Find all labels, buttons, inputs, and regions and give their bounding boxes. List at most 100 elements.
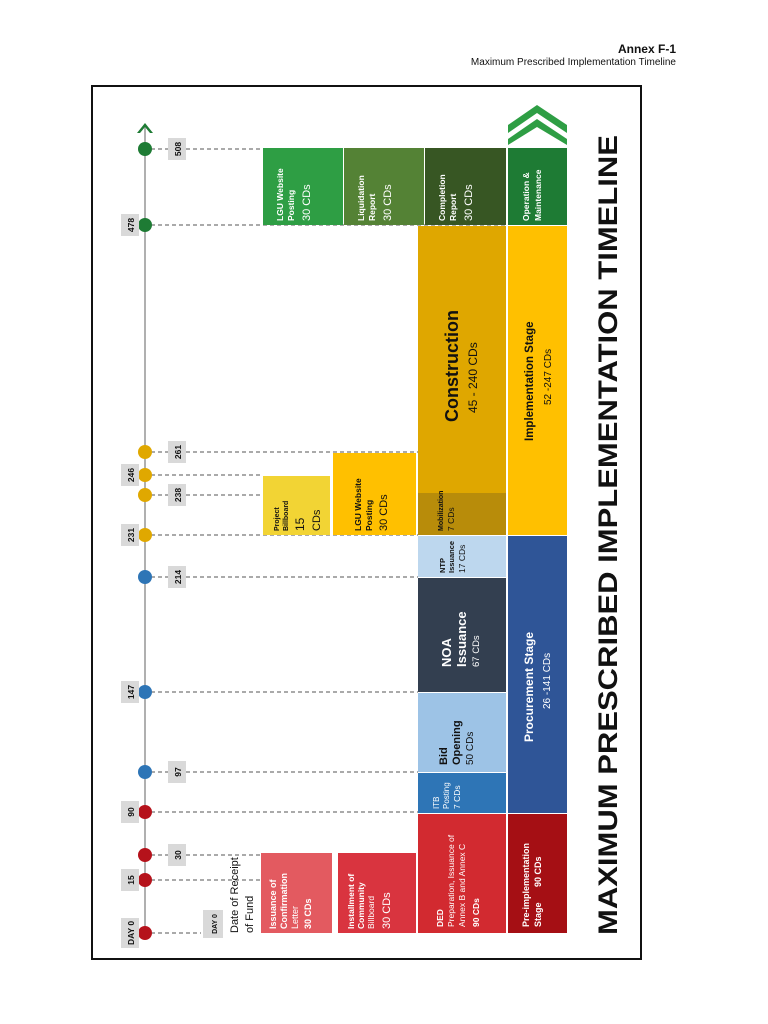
om-l2: Maintenance (533, 169, 543, 221)
construction-l1: Construction (442, 310, 462, 422)
itb-l3: 7 CDs (452, 785, 462, 809)
day-marker-label: 30 (173, 850, 183, 860)
date-receipt-line1: Date of Receipt (229, 857, 241, 933)
mobilization-l2: 7 CDs (446, 507, 456, 531)
day-marker-box (121, 801, 139, 823)
ded-l2: Preparation, Issuance of (446, 834, 456, 927)
implementation-l1: Implementation Stage (524, 322, 536, 442)
issuance-conf-l4: 30 CDs (303, 898, 313, 929)
block-noa-issuance (418, 578, 506, 692)
bid-l1: Bid (438, 747, 450, 765)
block-construction (418, 226, 506, 535)
day-marker-dot (138, 488, 152, 502)
lgu-posting2-l1: LGU Website (275, 168, 285, 221)
installment-l1: Installment of (346, 874, 356, 929)
itb-l2: Posting (442, 782, 451, 809)
installment-l3: Billboard (366, 896, 376, 929)
day-marker-label: 478 (126, 218, 136, 232)
lgu-posting2-l2: Posting (286, 190, 296, 221)
procurement-l2: 26 -141 CDs (542, 653, 553, 709)
day-marker-box (121, 214, 139, 236)
project-billboard-l3: 15 (293, 517, 307, 531)
ntp-l2: Issuance (447, 541, 456, 573)
timeline-diagram: DAY 0 15 30 90 97 147 214 231 238 246 261 478 508 DA… (121, 105, 623, 948)
day-marker-label: 15 (126, 875, 136, 885)
block-installment-billboard (338, 853, 416, 933)
itb-l1: ITB (432, 797, 441, 809)
noa-l2: Issuance (454, 611, 469, 667)
day0-box (203, 910, 223, 938)
annex-label: Annex F-1 (617, 42, 676, 56)
block-ntp-issuance (418, 536, 506, 577)
day-marker-dot (138, 528, 152, 542)
lgu-posting-l1: LGU Website (353, 478, 363, 531)
block-lgu-website-posting (333, 453, 416, 535)
timeline-frame: DAY 0 15 30 90 97 147 214 231 238 246 261 478 508 DA… (91, 85, 642, 960)
day-marker-dot (138, 765, 152, 779)
ded-l4: 90 CDs (471, 898, 481, 927)
issuance-conf-l2: Confirmation (279, 873, 289, 929)
bid-l2: Opening (451, 720, 463, 765)
installment-l4: 30 CDs (381, 892, 393, 929)
day-marker-box (168, 761, 186, 783)
day-marker-dot (138, 142, 152, 156)
ded-l3: Annex B and Annex C (457, 844, 467, 927)
day-marker-box (168, 484, 186, 506)
day-marker-dot (138, 805, 152, 819)
day-marker-dot (138, 926, 152, 940)
day-marker-label: 238 (173, 488, 183, 502)
block-procurement-stage (508, 536, 567, 813)
day-marker-dot (138, 468, 152, 482)
day-marker-box (168, 566, 186, 588)
chevron-up-icon-2 (508, 119, 567, 145)
lgu-posting-l3: 30 CDs (378, 494, 390, 531)
day-marker-dot (138, 685, 152, 699)
day0-box-label: DAY 0 (212, 914, 219, 934)
block-project-billboard (263, 476, 330, 535)
ded-l1: DED (435, 909, 445, 927)
block-pre-implementation-stage (508, 814, 567, 933)
bid-l3: 50 CDs (465, 732, 476, 765)
day-marker-box (168, 844, 186, 866)
completion-l2: Report (448, 193, 458, 221)
installment-l2: Community (356, 882, 366, 929)
block-lgu-website-posting-2 (263, 148, 343, 225)
om-l1: Operation & (521, 172, 531, 221)
day-marker-label: DAY 0 (126, 921, 136, 945)
block-ded (418, 814, 506, 933)
block-implementation-stage (508, 226, 567, 535)
day-marker-dot (138, 570, 152, 584)
day-marker-box (168, 138, 186, 160)
pre-impl-l3: 90 CDs (533, 856, 543, 887)
ntp-l3: 17 CDs (457, 545, 467, 573)
day-marker-box (121, 869, 139, 891)
block-issuance-confirmation (261, 853, 332, 933)
completion-l3: 30 CDs (463, 184, 475, 221)
pre-impl-l2: Stage (533, 902, 543, 927)
day-marker-dot (138, 218, 152, 232)
noa-l3: 67 CDs (471, 635, 482, 667)
block-liquidation-report (344, 148, 424, 225)
project-billboard-l4: CDs (311, 509, 323, 531)
implementation-l2: 52 -247 CDs (543, 349, 554, 405)
block-itb-posting (418, 773, 506, 813)
completion-l1: Completion (437, 174, 447, 221)
day-marker-box (121, 681, 139, 703)
axis-top-chevron-icon (137, 123, 153, 133)
day-marker-dot (138, 848, 152, 862)
mobilization-l1: Mobilization (438, 491, 445, 531)
liquidation-l1: Liquidation (356, 175, 366, 221)
day-marker-label: 231 (126, 528, 136, 542)
day-marker-label: 147 (126, 685, 136, 699)
day-marker-label: 214 (173, 570, 183, 584)
day-marker-label: 90 (126, 807, 136, 817)
day-marker-box (121, 918, 139, 948)
liquidation-l2: Report (367, 193, 377, 221)
project-billboard-l1: Project (274, 507, 281, 531)
day-marker-label: 97 (173, 767, 183, 777)
chevron-up-icon (508, 105, 567, 133)
issuance-conf-l1: Issuance of (268, 878, 278, 929)
issuance-conf-l3: Letter (290, 906, 300, 929)
block-completion-report (425, 148, 506, 225)
diagram-title: MAXIMUM PRESCRIBED IMPLEMENTATION TIMELI… (593, 135, 623, 935)
